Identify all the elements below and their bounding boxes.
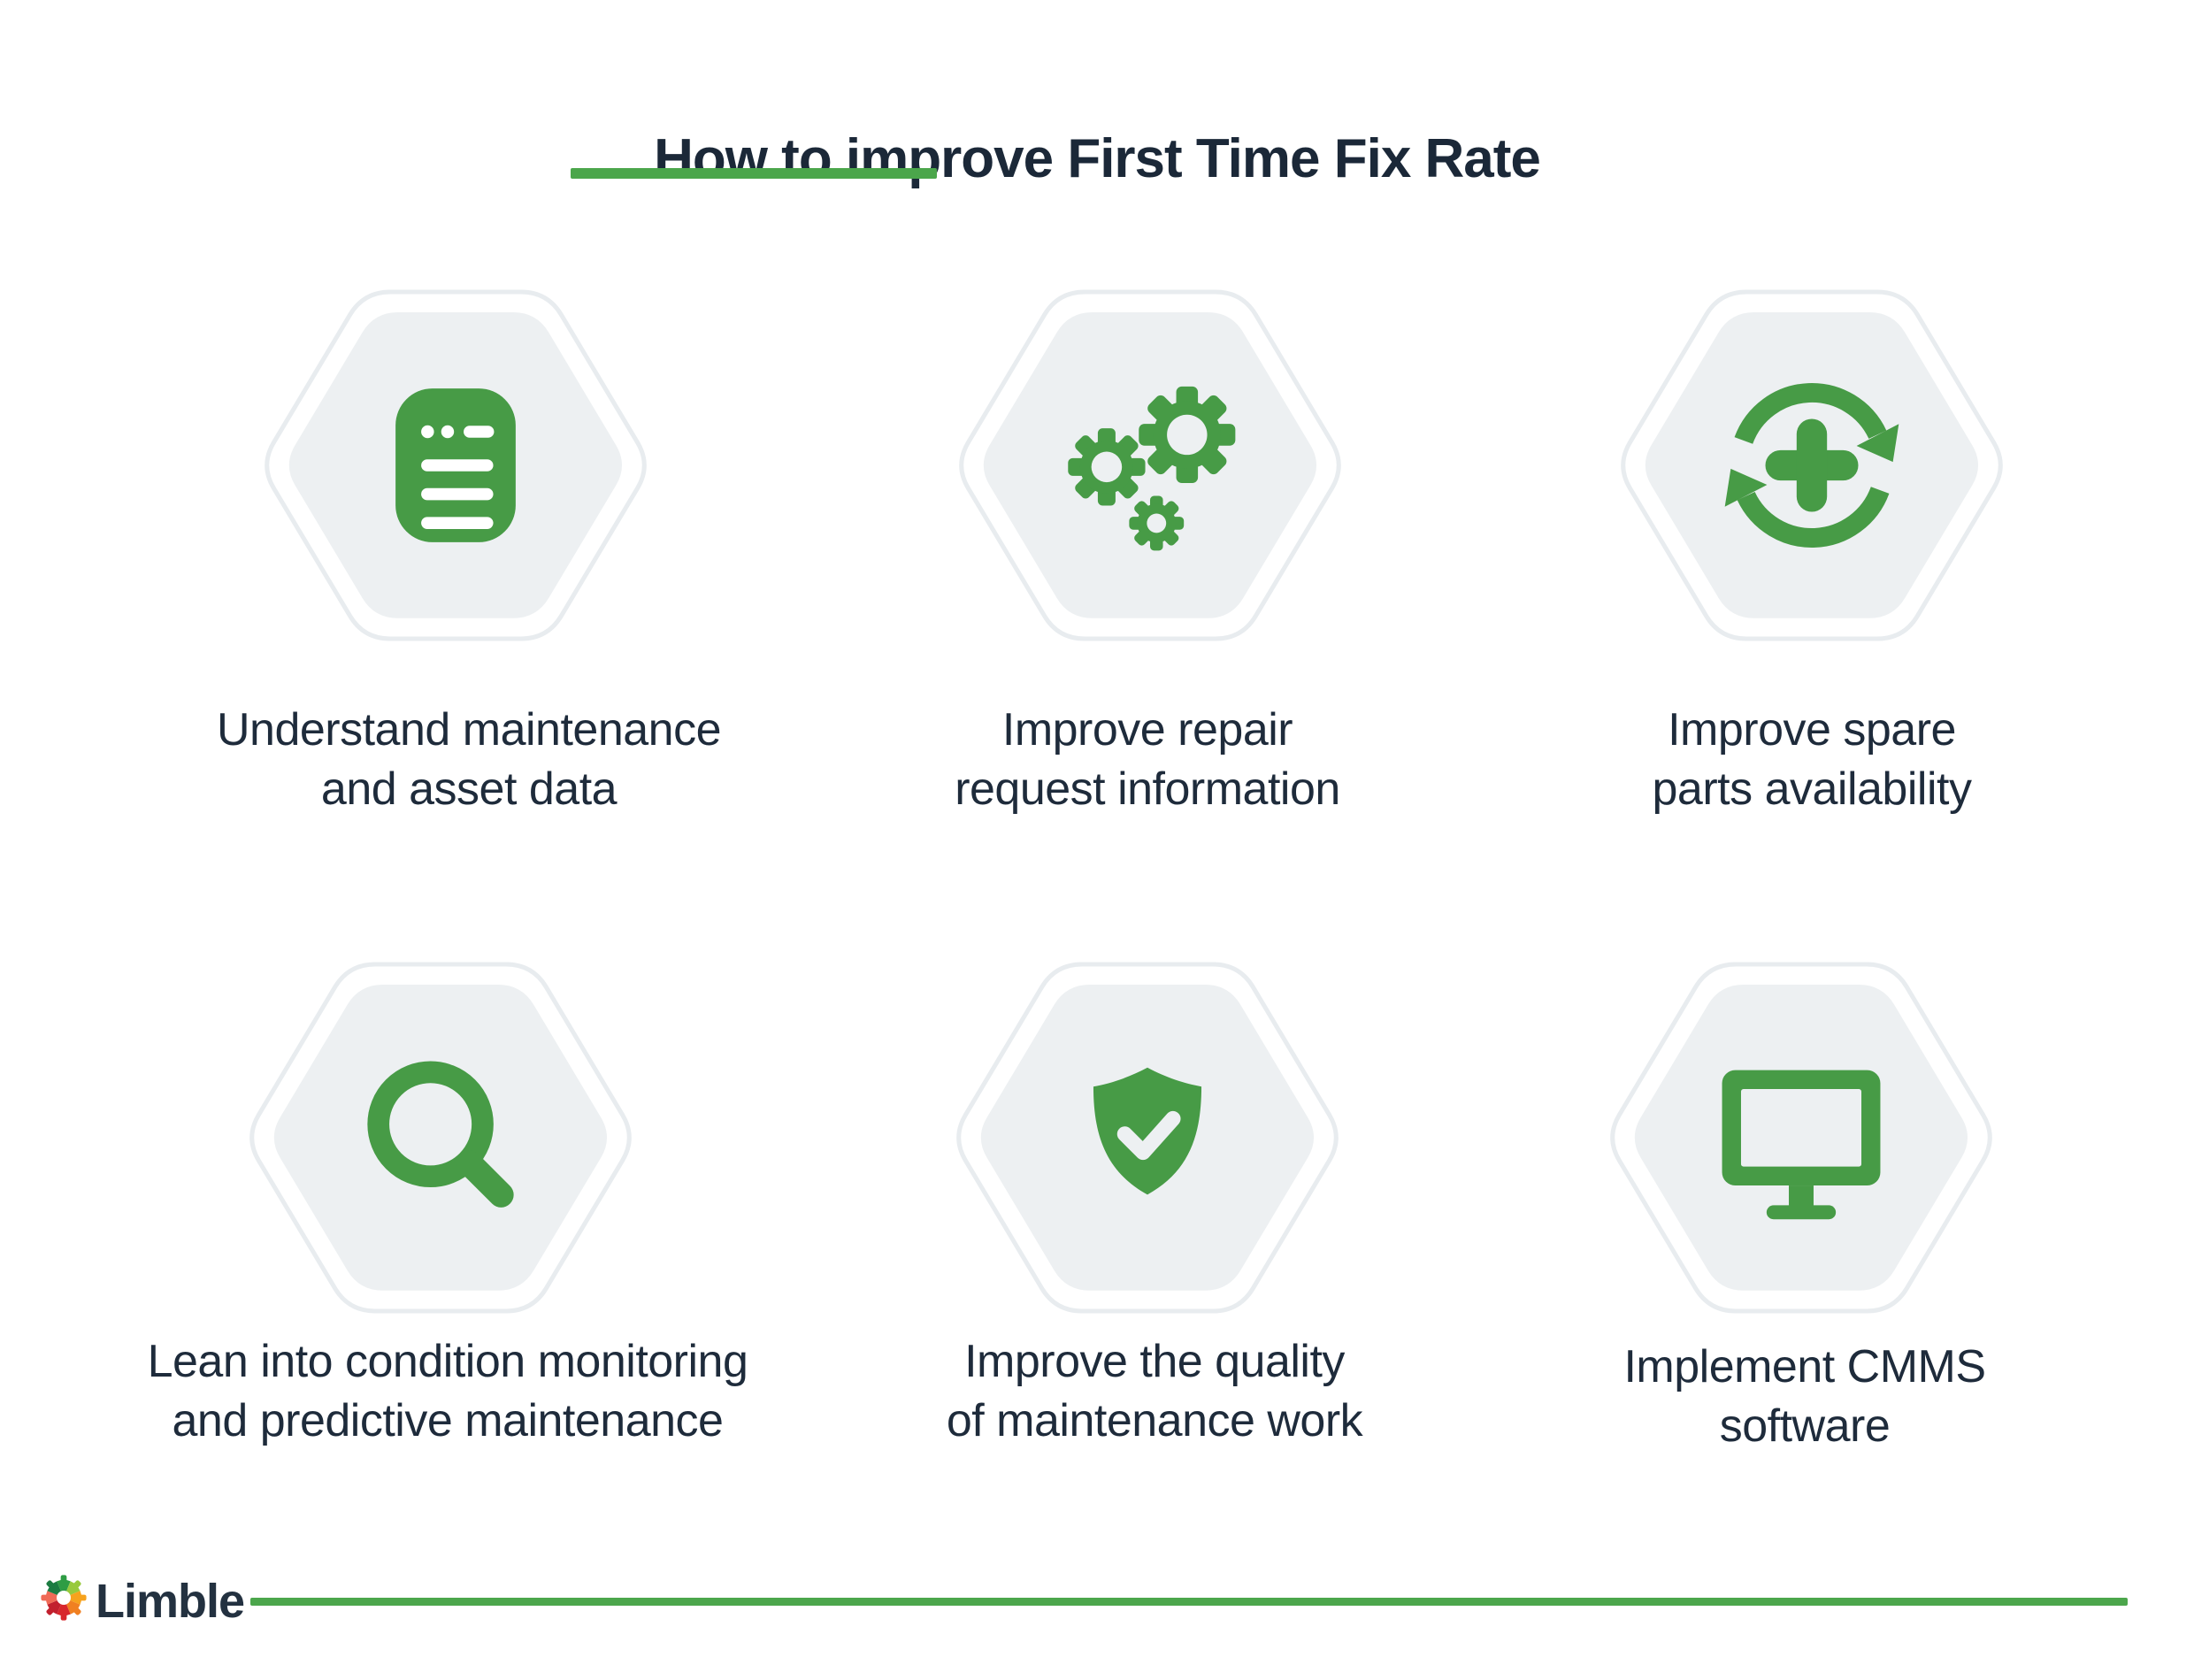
page-title: How to improve First Time Fix Rate	[654, 127, 1541, 189]
gears-icon	[1068, 386, 1236, 551]
card-caption: Improve spare parts availability	[1652, 704, 1972, 815]
hexagon-tile	[242, 961, 640, 1315]
hexagon-shape	[249, 962, 632, 1314]
shield-check-icon	[1093, 1067, 1202, 1195]
card-caption: Lean into condition monitoring and predi…	[147, 1336, 748, 1446]
title-underline	[571, 168, 937, 179]
hexagon-tile	[1602, 961, 2000, 1315]
monitor-icon	[1722, 1070, 1881, 1220]
card-caption: Implement CMMS software	[1623, 1341, 1986, 1452]
footer-divider-line	[250, 1598, 2128, 1606]
magnifier-icon	[367, 1061, 514, 1208]
card-caption: Understand maintenance and asset data	[216, 704, 722, 815]
document-icon	[395, 388, 516, 542]
hexagon-tile	[951, 288, 1349, 642]
card-caption: Improve the quality of maintenance work	[946, 1336, 1363, 1446]
hexagon-tile	[948, 961, 1346, 1315]
hexagon-tile	[1613, 288, 2011, 642]
brand-wordmark: Limble	[96, 1575, 245, 1628]
limble-logo-icon	[41, 1575, 87, 1621]
card-caption: Improve repair request information	[955, 704, 1340, 815]
hexagon-tile	[257, 288, 655, 642]
sync-plus-icon	[1724, 383, 1899, 548]
